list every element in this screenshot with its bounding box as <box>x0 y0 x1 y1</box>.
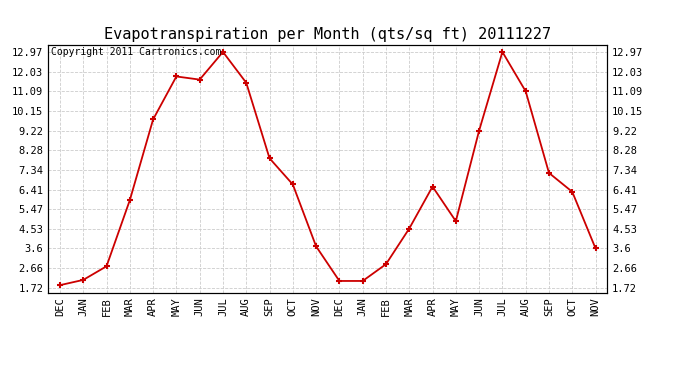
Text: Copyright 2011 Cartronics.com: Copyright 2011 Cartronics.com <box>51 48 221 57</box>
Title: Evapotranspiration per Month (qts/sq ft) 20111227: Evapotranspiration per Month (qts/sq ft)… <box>104 27 551 42</box>
